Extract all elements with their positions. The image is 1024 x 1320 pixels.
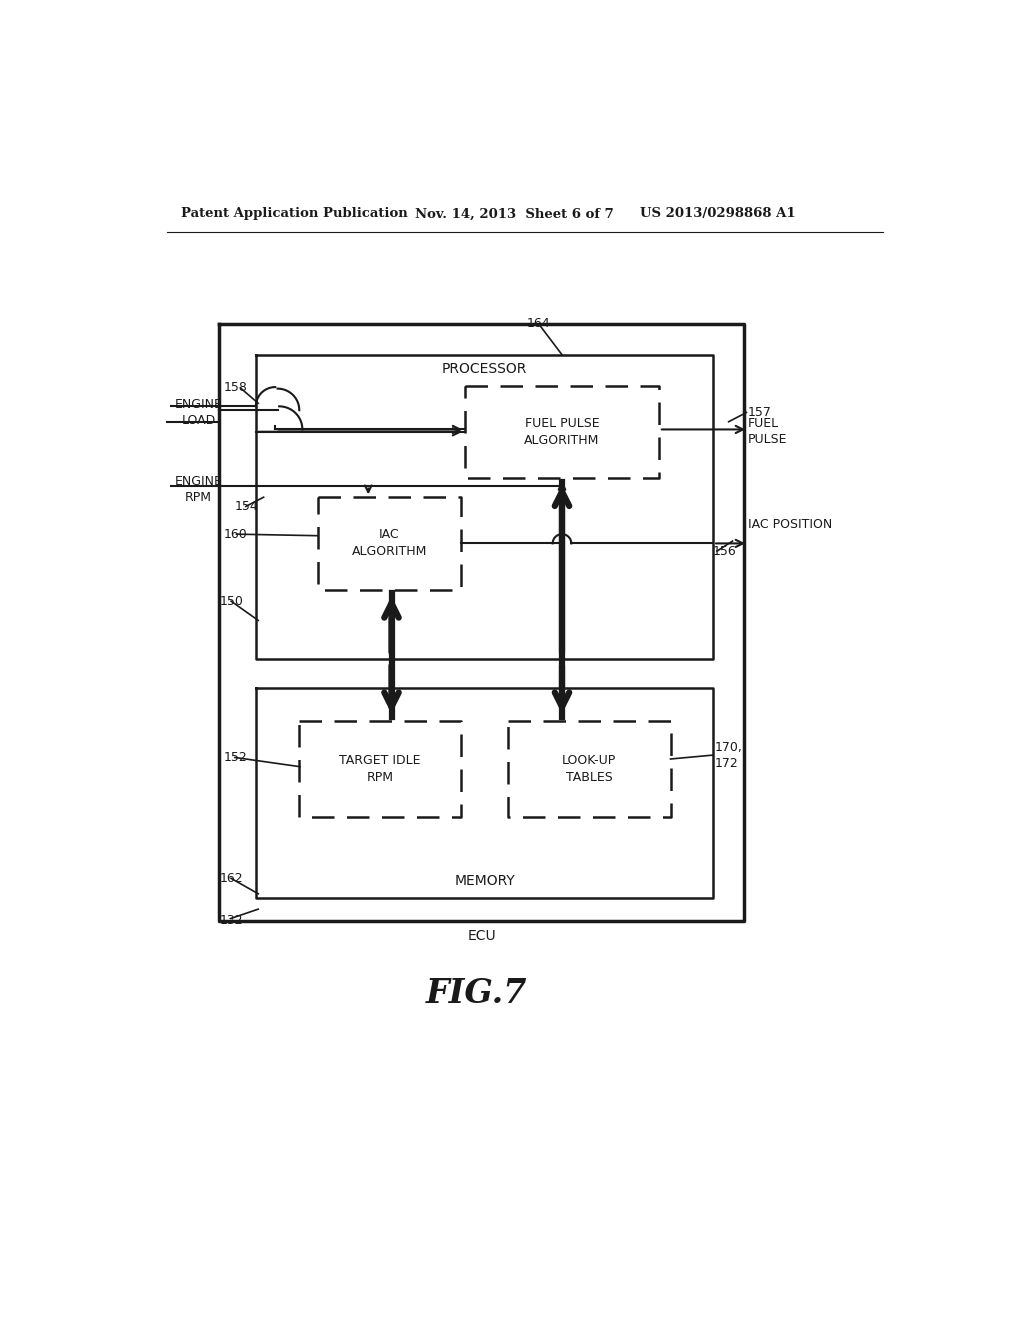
- Text: 162: 162: [219, 871, 243, 884]
- Text: 160: 160: [224, 528, 248, 541]
- Text: 164: 164: [527, 317, 551, 330]
- Text: MEMORY: MEMORY: [454, 874, 515, 887]
- Text: 158: 158: [224, 381, 248, 395]
- Text: LOOK-UP
TABLES: LOOK-UP TABLES: [562, 754, 616, 784]
- Text: FIG.7: FIG.7: [426, 977, 527, 1010]
- Text: 152: 152: [223, 751, 247, 764]
- Text: PROCESSOR: PROCESSOR: [441, 362, 527, 376]
- Text: US 2013/0298868 A1: US 2013/0298868 A1: [640, 207, 795, 220]
- Text: IAC
ALGORITHM: IAC ALGORITHM: [352, 528, 427, 558]
- Text: 132: 132: [219, 915, 243, 927]
- Text: 154: 154: [234, 500, 258, 513]
- Text: Patent Application Publication: Patent Application Publication: [180, 207, 408, 220]
- Text: Nov. 14, 2013  Sheet 6 of 7: Nov. 14, 2013 Sheet 6 of 7: [415, 207, 613, 220]
- Text: ENGINE
LOAD: ENGINE LOAD: [174, 399, 222, 426]
- Text: ENGINE
RPM: ENGINE RPM: [174, 475, 222, 504]
- Text: FUEL PULSE
ALGORITHM: FUEL PULSE ALGORITHM: [524, 417, 600, 446]
- Text: 157: 157: [748, 407, 772, 418]
- Text: TARGET IDLE
RPM: TARGET IDLE RPM: [339, 754, 421, 784]
- Text: 156: 156: [713, 545, 737, 557]
- Text: 170,
172: 170, 172: [715, 741, 742, 770]
- Text: ECU: ECU: [468, 929, 496, 942]
- Text: 150: 150: [219, 594, 244, 607]
- Text: IAC POSITION: IAC POSITION: [748, 517, 833, 531]
- Text: FUEL
PULSE: FUEL PULSE: [748, 417, 787, 446]
